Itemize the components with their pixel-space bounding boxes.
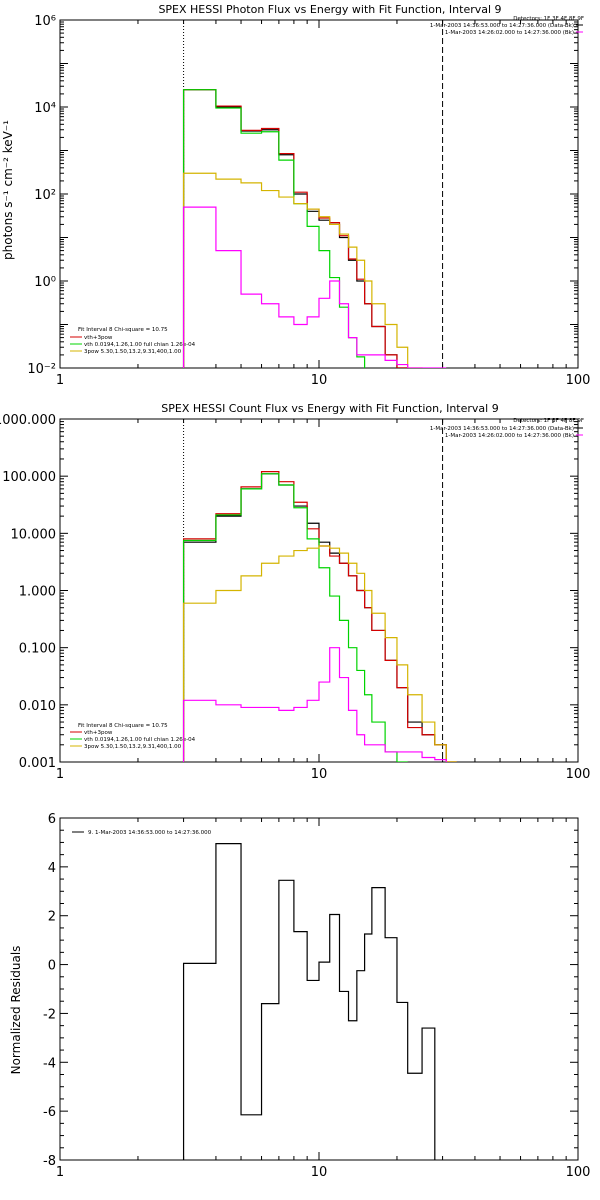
- photon-flux-title: SPEX HESSI Photon Flux vs Energy with Fi…: [158, 3, 501, 16]
- series-9-1-mar-2003-14-36-53-000-to-14-27-36-000-line: [182, 843, 436, 1160]
- count-flux-title: SPEX HESSI Count Flux vs Energy with Fit…: [161, 402, 498, 415]
- photon-legend-vth: vth 0.0194,1.26,1.00 full chian 1.26e-04: [84, 342, 196, 348]
- y-tick-label: -4: [43, 1056, 56, 1071]
- y-tick-label: -6: [43, 1105, 56, 1120]
- y-tick-label: 0: [48, 959, 56, 974]
- count-legend-bk-interval: 1-Mar-2003 14:26:02.000 to 14:27:36.000 …: [445, 433, 574, 439]
- series-data-line: [182, 473, 457, 762]
- count-legend-detectors: Detectors: 1F 3F 4F 8F 9F: [513, 418, 584, 424]
- series-data-line: [182, 89, 458, 368]
- y-tick-label: 6: [48, 812, 56, 827]
- count-legend-fit-interval: Fit Interval 8 Chi-square = 10.75: [78, 723, 168, 729]
- count-legend-3pow: 3pow 5.30,1.50,13.2,9.31,400,1.00: [84, 744, 182, 750]
- y-tick-label: 10⁻²: [27, 362, 56, 377]
- x-tick-label: 100: [566, 767, 591, 782]
- photon-legend-3pow: 3pow 5.30,1.50,13.2,9.31,400,1.00: [84, 349, 182, 355]
- series-3pow-line: [182, 172, 458, 368]
- photon-flux-ylabel: photons s⁻¹ cm⁻² keV⁻¹: [1, 120, 15, 260]
- series-bk-line: [182, 647, 447, 762]
- photon-flux-panel: SPEX HESSI Photon Flux vs Energy with Fi…: [1, 3, 590, 388]
- x-tick-label: 10: [311, 767, 328, 782]
- y-tick-label: 10⁰: [34, 275, 56, 290]
- photon-legend-vth-3pow: vth+3pow: [84, 335, 113, 341]
- photon-legend-fit-interval: Fit Interval 8 Chi-square = 10.75: [78, 327, 168, 333]
- y-tick-label: 0.010: [19, 699, 56, 714]
- x-tick-label: 10: [311, 373, 328, 388]
- x-tick-label: 100: [566, 373, 591, 388]
- y-tick-label: 10⁶: [34, 14, 56, 29]
- y-tick-label: 10²: [34, 188, 56, 203]
- x-tick-label: 1: [56, 373, 64, 388]
- x-tick-label: 10: [311, 1165, 328, 1180]
- residuals-ylabel: Normalized Residuals: [9, 946, 23, 1075]
- y-tick-label: 10⁴: [34, 101, 56, 116]
- y-tick-label: 1.000: [19, 585, 56, 600]
- x-tick-label: 100: [566, 1165, 591, 1180]
- photon-legend-data-interval: 1-Mar-2003 14:36:53.000 to 14:27:36.000 …: [430, 23, 574, 29]
- residuals-panel: Normalized Residuals 9. 1-Mar-2003 14:36…: [9, 812, 590, 1180]
- series-vth-line: [182, 89, 398, 368]
- count-legend-vth-3pow: vth+3pow: [84, 730, 113, 736]
- residuals-legend-label: 9. 1-Mar-2003 14:36:53.000 to 14:27:36.0…: [88, 830, 212, 836]
- y-tick-label: 1000.000: [0, 413, 56, 428]
- y-tick-label: 0.100: [19, 642, 56, 657]
- y-tick-label: 4: [48, 861, 56, 876]
- count-legend-vth: vth 0.0194,1.26,1.00 full chian 1.26e-04: [84, 737, 196, 743]
- y-tick-label: -8: [43, 1154, 56, 1169]
- count-flux-panel: SPEX HESSI Count Flux vs Energy with Fit…: [0, 402, 590, 782]
- y-tick-label: -2: [43, 1007, 56, 1022]
- y-tick-label: 0.001: [19, 756, 56, 771]
- y-tick-label: 100.000: [2, 470, 56, 485]
- plot-frame: [59, 817, 579, 1161]
- photon-legend-detectors: Detectors: 1F 3F 4F 8F 9F: [513, 16, 584, 22]
- series-vth-line: [182, 473, 408, 762]
- series-bk-line: [182, 206, 447, 368]
- photon-legend-bk-interval: 1-Mar-2003 14:26:02.000 to 14:27:36.000 …: [445, 30, 574, 36]
- x-tick-label: 1: [56, 1165, 64, 1180]
- y-tick-label: 10.000: [11, 527, 57, 542]
- count-legend-data-interval: 1-Mar-2003 14:36:53.000 to 14:27:36.000 …: [430, 426, 574, 432]
- y-tick-label: 2: [48, 910, 56, 925]
- series-vth-3pow-line: [182, 89, 458, 368]
- plot-frame: [59, 418, 579, 763]
- series-3pow-line: [182, 545, 457, 762]
- x-tick-label: 1: [56, 767, 64, 782]
